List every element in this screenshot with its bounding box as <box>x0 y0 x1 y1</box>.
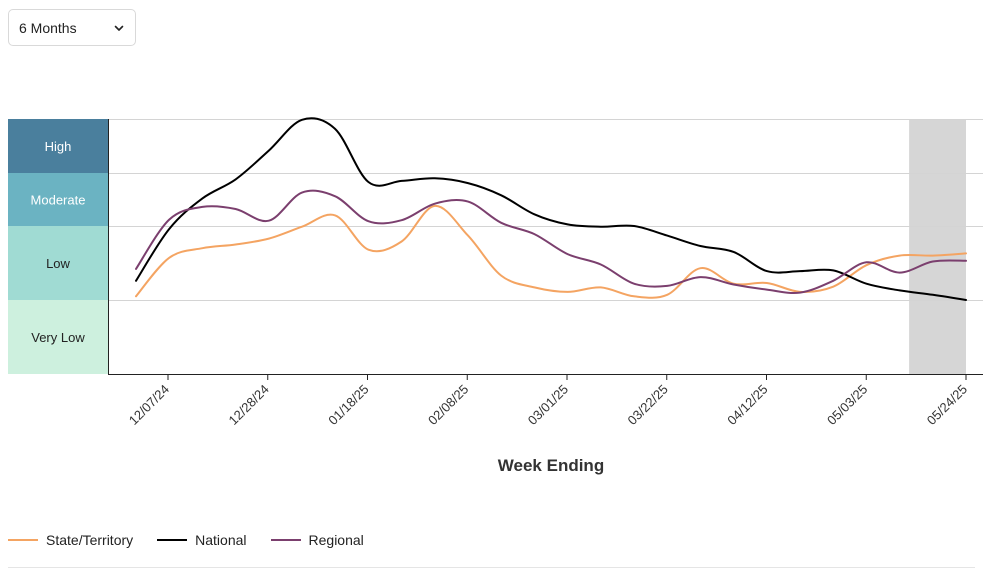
time-range-value: 6 Months <box>19 19 77 36</box>
x-tick-label: 03/22/25 <box>624 382 670 428</box>
x-tick-label: 05/24/25 <box>924 382 970 428</box>
x-tick-label: 12/07/24 <box>126 382 172 428</box>
chart-legend: State/Territory National Regional <box>8 532 388 548</box>
x-tick-label: 02/08/25 <box>425 382 471 428</box>
divider <box>8 567 975 568</box>
level-band-high <box>8 119 108 173</box>
x-tick-label: 04/12/25 <box>724 382 770 428</box>
legend-label: Regional <box>308 532 364 548</box>
series-line-state-territory <box>135 204 967 299</box>
level-label-low: Low <box>46 256 70 271</box>
legend-swatch <box>8 539 38 541</box>
x-axis-label: Week Ending <box>498 456 604 475</box>
level-label-very-low: Very Low <box>31 330 85 345</box>
series-line-regional <box>135 189 967 294</box>
level-band-very-low <box>8 300 108 374</box>
legend-item-regional[interactable]: Regional <box>270 532 364 548</box>
legend-label: National <box>195 532 247 548</box>
legend-label: State/Territory <box>46 532 134 548</box>
legend-item-state-territory[interactable]: State/Territory <box>8 532 133 548</box>
level-label-high: High <box>45 139 72 154</box>
level-band-low <box>8 226 108 300</box>
x-tick-label: 01/18/25 <box>325 382 371 428</box>
legend-swatch <box>157 539 188 541</box>
x-tick-label: 03/01/25 <box>525 382 571 428</box>
chevron-down-icon <box>114 25 124 31</box>
time-range-select[interactable]: 6 Months <box>8 9 136 46</box>
level-band-moderate <box>8 173 108 226</box>
x-tick-label: 05/03/25 <box>824 382 870 428</box>
series-line-national <box>135 117 967 301</box>
x-tick-label: 12/28/24 <box>225 382 271 428</box>
respiratory-activity-chart: Very Low Low Moderate High 12/07/24 12/28/24… <box>8 117 983 475</box>
incomplete-data-region <box>909 119 966 374</box>
level-label-moderate: Moderate <box>31 193 86 208</box>
legend-item-national[interactable]: National <box>157 532 247 548</box>
legend-swatch <box>270 539 301 541</box>
